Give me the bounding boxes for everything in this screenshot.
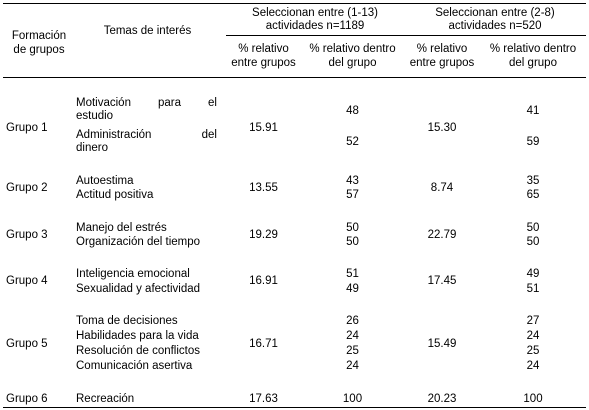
- group-4-within-1-b: 49: [346, 283, 359, 295]
- header-pct-between-groups-1-line2: entre grupos: [231, 57, 296, 69]
- group-1-within-2-a: 41: [526, 105, 540, 117]
- group-2-name: Grupo 2: [6, 182, 48, 194]
- group-4-pct-between-1: 16.91: [249, 275, 278, 287]
- group-6-pct-between-2: 20.23: [427, 393, 457, 405]
- selection-2-8-underline: [404, 35, 586, 36]
- group-2-within-1-b: 57: [346, 189, 359, 201]
- group-5-within-1-c: 25: [346, 345, 359, 357]
- group-5-pct-between-2: 15.49: [427, 338, 457, 350]
- top-rule: [3, 3, 586, 4]
- group-3-pct-between-1: 19.29: [249, 229, 278, 241]
- group-2-within-1-a: 43: [346, 175, 359, 187]
- group-3-topic-1: Manejo del estrés: [76, 222, 167, 234]
- group-3-within-1-b: 50: [346, 236, 359, 248]
- group-5-within-2-d: 24: [526, 360, 540, 372]
- group-5-topic-4: Comunicación asertiva: [76, 360, 193, 372]
- group-4-within-2-a: 49: [526, 268, 540, 280]
- group-5-pct-between-1: 16.71: [249, 338, 278, 350]
- group-5-topic-3: Resolución de conflictos: [76, 345, 201, 357]
- group-1-topic-1-word-2: para: [157, 97, 182, 109]
- group-2-within-2-b: 65: [526, 189, 540, 201]
- group-4-within-2-b: 51: [526, 283, 540, 295]
- group-4-within-1-a: 51: [346, 268, 359, 280]
- header-group-formation-line2: de grupos: [13, 44, 65, 56]
- group-1-topic-2-line1: Administración del: [76, 129, 217, 142]
- group-6-within-2-a: 100: [523, 393, 543, 405]
- group-1-within-1-b: 52: [346, 136, 359, 148]
- group-1-topic-2-word-2: del: [201, 129, 217, 141]
- group-5-within-2-c: 25: [526, 345, 540, 357]
- group-1-within-2-b: 59: [526, 136, 540, 148]
- group-2-topic-1: Autoestima: [76, 175, 134, 187]
- header-pct-between-groups-2-line2: entre grupos: [409, 57, 475, 69]
- header-selection-1-13-line2: actividades n=1189: [265, 20, 365, 32]
- group-1-topic-2-line2: dinero: [76, 142, 108, 154]
- group-4-topic-1: Inteligencia emocional: [76, 268, 190, 280]
- group-6-pct-between-1: 17.63: [249, 393, 278, 405]
- group-3-within-2-b: 50: [526, 236, 540, 248]
- group-1-topic-1-word-3: el: [208, 97, 217, 109]
- group-5-name: Grupo 5: [6, 338, 48, 350]
- group-4-pct-between-2: 17.45: [427, 275, 457, 287]
- group-4-name: Grupo 4: [6, 275, 48, 287]
- header-selection-2-8-line2: actividades n=520: [448, 20, 542, 32]
- header-pct-between-groups-1-line1: % relativo: [238, 43, 289, 55]
- group-5-topic-1: Toma de decisiones: [76, 315, 178, 327]
- group-5-topic-2: Habilidades para la vida: [76, 330, 199, 342]
- header-selection-1-13-line1: Seleccionan entre (1-13): [252, 7, 378, 19]
- group-1-topic-2-word-1: Administración: [76, 129, 152, 141]
- group-1-name: Grupo 1: [6, 122, 48, 134]
- group-3-topic-2: Organización del tiempo: [76, 236, 201, 248]
- group-5-within-1-b: 24: [346, 330, 359, 342]
- header-pct-within-group-2-line1: % relativo dentro: [489, 43, 577, 55]
- header-pct-within-group-1-line1: % relativo dentro: [309, 43, 396, 55]
- group-3-within-2-a: 50: [526, 222, 540, 234]
- bottom-rule: [3, 407, 586, 408]
- group-5-within-2-b: 24: [526, 330, 540, 342]
- selection-1-13-underline: [226, 35, 404, 36]
- group-1-pct-between-2: 15.30: [427, 122, 457, 134]
- group-2-within-2-a: 35: [526, 175, 540, 187]
- group-6-topic-1: Recreación: [76, 393, 135, 405]
- header-pct-within-group-1-line2: del grupo: [328, 57, 377, 69]
- group-5-within-1-d: 24: [346, 360, 359, 372]
- group-2-pct-between-1: 13.55: [249, 182, 278, 194]
- group-1-topic-1-line1: Motivación para el: [76, 97, 217, 110]
- group-3-pct-between-2: 22.79: [427, 229, 457, 241]
- group-1-topic-1-word-1: Motivación: [76, 97, 131, 109]
- group-3-name: Grupo 3: [6, 229, 48, 241]
- group-3-within-1-a: 50: [346, 222, 359, 234]
- header-selection-2-8-line1: Seleccionan entre (2-8): [435, 7, 555, 19]
- header-bottom-rule: [3, 77, 586, 78]
- header-pct-within-group-2-line2: del grupo: [509, 57, 557, 69]
- header-topics-of-interest: Temas de interés: [103, 25, 192, 37]
- group-2-pct-between-2: 8.74: [430, 182, 454, 194]
- group-6-within-1-a: 100: [342, 393, 363, 405]
- group-6-name: Grupo 6: [6, 393, 48, 405]
- group-4-topic-2: Sexualidad y afectividad: [76, 283, 201, 295]
- group-1-pct-between-1: 15.91: [249, 122, 278, 134]
- header-pct-between-groups-2-line1: % relativo: [416, 43, 468, 55]
- group-5-within-1-a: 26: [346, 315, 359, 327]
- group-1-within-1-a: 48: [346, 105, 359, 117]
- group-2-topic-2: Actitud positiva: [76, 189, 154, 201]
- group-5-within-2-a: 27: [526, 315, 540, 327]
- group-1-topic-1-line2: estudio: [76, 110, 114, 122]
- header-group-formation-line1: Formación: [11, 30, 67, 42]
